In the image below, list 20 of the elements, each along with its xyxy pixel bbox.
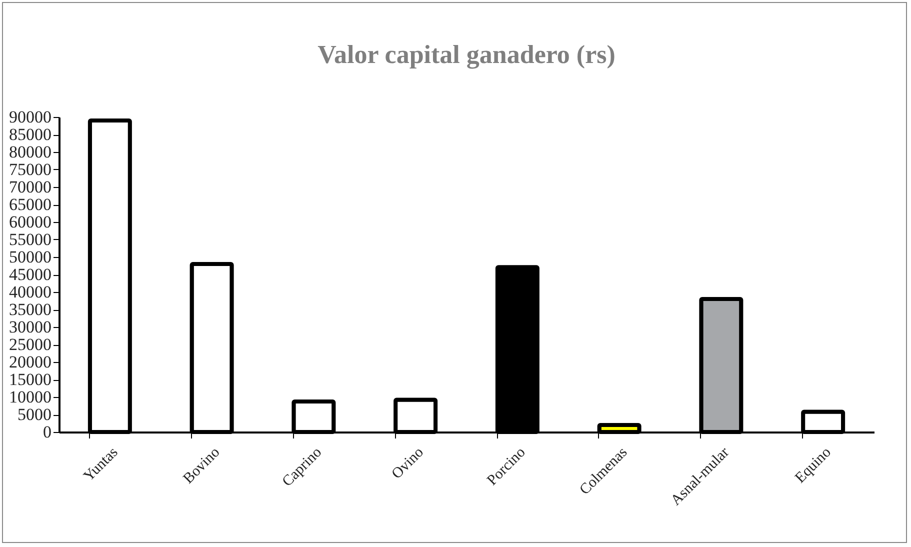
y-tick-label: 30000 xyxy=(9,318,52,336)
y-tick-label: 70000 xyxy=(9,178,52,196)
y-tick-label: 25000 xyxy=(9,335,52,354)
y-tick-label: 40000 xyxy=(9,282,52,302)
y-tick-label: 15000 xyxy=(9,370,52,389)
y-tick-label: 75000 xyxy=(9,160,52,179)
y-tick-label: 0 xyxy=(43,422,52,442)
y-tick-label: 90000 xyxy=(9,108,52,126)
y-tick-label: 65000 xyxy=(9,195,52,214)
y-tick-label: 45000 xyxy=(9,265,52,284)
y-tick-label: 5000 xyxy=(18,405,52,424)
chart-title: Valor capital ganadero (rs) xyxy=(318,40,616,69)
y-tick-label: 55000 xyxy=(9,230,52,249)
y-tick-label: 80000 xyxy=(9,142,52,162)
y-tick-label: 20000 xyxy=(9,352,52,372)
y-tick-label: 50000 xyxy=(9,248,52,266)
y-tick-label: 60000 xyxy=(9,212,52,232)
y-tick-label: 10000 xyxy=(9,388,52,406)
y-tick-label: 35000 xyxy=(9,300,52,319)
y-tick-label: 85000 xyxy=(9,125,52,144)
